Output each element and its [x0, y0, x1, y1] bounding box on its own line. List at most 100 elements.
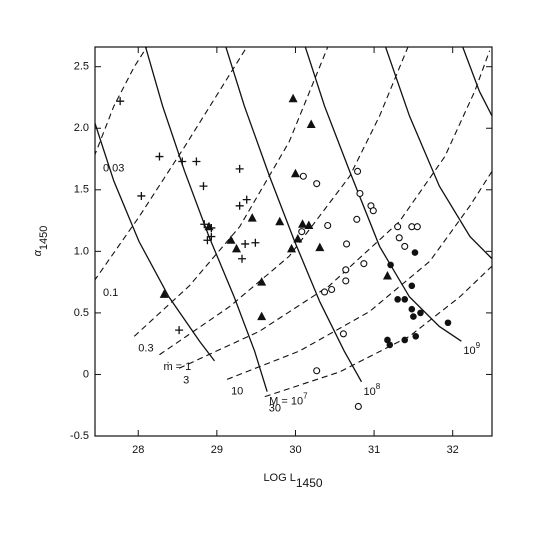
curve-label: 10: [231, 385, 243, 397]
model-curve: [304, 47, 462, 342]
open-circle-point: [343, 240, 351, 248]
x-tick-label: 31: [368, 444, 380, 456]
model-curve: [95, 47, 148, 157]
open-circle-point: [369, 207, 377, 215]
model-curve: [384, 47, 492, 260]
open-circle-point: [342, 277, 350, 285]
curve-label: 0.3: [138, 342, 153, 354]
open-circle-point: [313, 180, 321, 188]
triangle-point: [275, 216, 285, 226]
curve-label: ṁ = 1: [163, 361, 191, 373]
plus-point: [199, 182, 208, 191]
model-curve: [144, 47, 268, 392]
filled-circle-point: [401, 336, 409, 344]
curve-label-sup: 9: [476, 341, 481, 350]
curve-label-text: 0.3: [138, 342, 153, 354]
x-label-text: LOG L: [263, 472, 295, 484]
filled-circle-point: [394, 296, 401, 303]
filled-circle-point: [412, 332, 420, 340]
triangle-point: [382, 270, 392, 280]
y-tick-label: -0.5: [70, 430, 89, 442]
curve-label: M = 107: [269, 392, 308, 408]
open-circle-point: [353, 215, 361, 223]
curve-label-text: 0.03: [103, 162, 124, 174]
y-tick-label: 2.5: [74, 61, 89, 73]
points: [116, 93, 452, 411]
triangle-point: [159, 289, 169, 298]
y-tick-label: 0: [83, 368, 89, 380]
plus-point: [175, 326, 184, 335]
curve-label: 30: [269, 403, 281, 415]
triangle-point: [288, 93, 298, 103]
filled-circle-point: [444, 319, 452, 327]
plus-point: [235, 201, 244, 210]
open-circle-point: [321, 288, 329, 296]
triangle-point: [257, 311, 267, 321]
curve-label: 0.03: [103, 162, 124, 174]
x-tick-label: 29: [211, 444, 223, 456]
open-circle-point: [360, 260, 368, 268]
triangle-point: [298, 219, 308, 228]
triangle-point: [287, 243, 297, 253]
filled-circle-point: [408, 305, 416, 313]
plus-point: [155, 152, 164, 161]
y-tick-label: 0.5: [74, 307, 89, 319]
y-tick-label: 1.5: [74, 184, 89, 196]
y-tick-label: 1.0: [74, 245, 89, 257]
plus-point: [241, 239, 250, 248]
x-label-sub: 1450: [296, 476, 323, 490]
filled-circle-point: [411, 249, 419, 256]
plus-point: [116, 97, 125, 106]
x-tick-label: 30: [289, 444, 301, 456]
model-curve: [95, 47, 248, 281]
model-curve: [159, 47, 409, 356]
open-circle-point: [401, 242, 409, 250]
triangle-point: [226, 235, 236, 244]
open-circle-point: [339, 330, 347, 338]
model-curve: [133, 47, 329, 337]
triangle-point: [290, 168, 300, 178]
triangle-point: [247, 213, 257, 222]
open-circle-point: [299, 172, 307, 180]
open-circle-point: [342, 266, 350, 274]
curve-label-text: M = 10: [269, 396, 303, 408]
curve-label-text: 10: [231, 385, 243, 397]
curve-label-sup: 8: [376, 382, 381, 391]
triangle-point: [232, 243, 242, 253]
model-curve: [226, 171, 492, 380]
triangle-point: [293, 234, 303, 243]
curve-label-text: 30: [269, 403, 281, 415]
plus-point: [251, 238, 260, 247]
model-curve: [462, 47, 492, 117]
curve-label-text: 10: [364, 386, 376, 398]
triangle-point: [257, 277, 267, 286]
y-label-sub: 1450: [38, 226, 50, 250]
triangle-point: [204, 221, 214, 231]
open-circle-point: [313, 367, 321, 375]
curve-label: 3: [183, 374, 189, 386]
filled-circle-point: [401, 296, 409, 303]
triangle-point: [304, 220, 314, 229]
plus-point: [200, 220, 209, 229]
x-tick-label: 32: [447, 444, 459, 456]
curve-label: 109: [463, 341, 480, 357]
plus-point: [242, 195, 251, 204]
y-label-text: α: [32, 249, 44, 256]
plus-point: [192, 157, 201, 166]
plus-point: [238, 254, 247, 263]
triangle-point: [315, 242, 325, 252]
curves: [95, 47, 492, 398]
model-curve: [95, 121, 216, 362]
open-circle-point: [395, 234, 403, 242]
filled-circle-point: [387, 261, 394, 269]
filled-circle-point: [384, 336, 391, 344]
x-tick-label: 28: [132, 444, 144, 456]
open-circle-point: [354, 402, 362, 411]
open-circle-point: [324, 221, 332, 230]
curve-label: 0.1: [103, 287, 118, 299]
filled-circle-point: [417, 309, 424, 317]
open-circle-point: [413, 223, 421, 231]
plus-point: [207, 232, 216, 241]
curve-label-text: 10: [463, 345, 475, 357]
curve-label-sup: 7: [303, 392, 308, 401]
